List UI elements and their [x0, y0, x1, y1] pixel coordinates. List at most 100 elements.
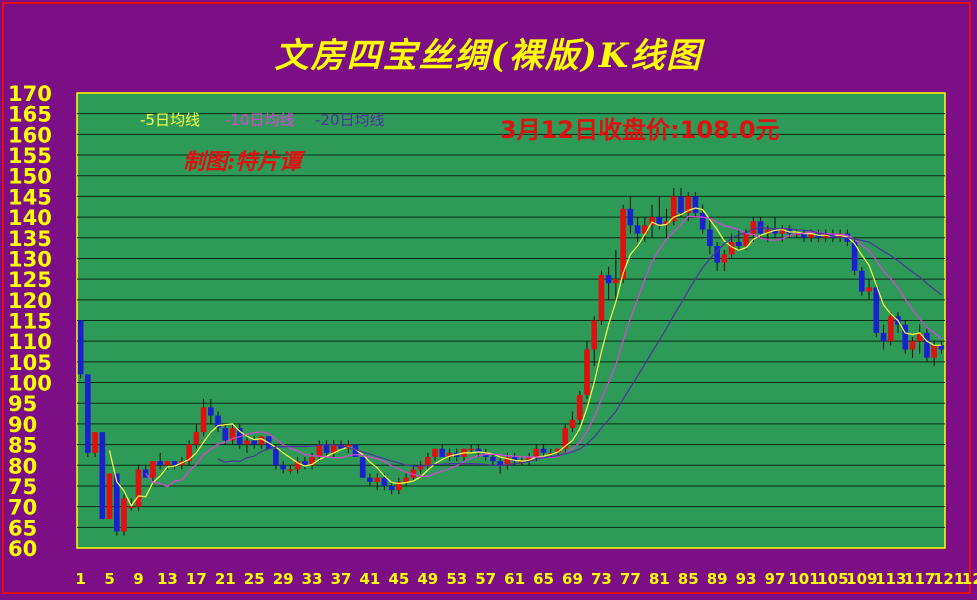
candle-body — [150, 461, 156, 478]
x-tick-label: 45 — [388, 570, 409, 588]
candle-body — [475, 448, 482, 453]
candle-body — [728, 241, 735, 255]
candle-body — [367, 477, 373, 482]
candle-body — [598, 275, 605, 321]
candle-body — [323, 444, 330, 453]
candle-body — [699, 212, 706, 230]
y-tick-label: 75 — [8, 475, 37, 499]
candle-body — [519, 461, 525, 463]
y-tick-label: 150 — [8, 165, 52, 189]
y-tick-label: 85 — [8, 434, 37, 458]
y-tick-label: 90 — [8, 413, 37, 437]
candle-body — [627, 208, 634, 226]
candle-body — [113, 473, 120, 532]
candle-body — [424, 457, 431, 466]
candle-body — [439, 448, 446, 457]
candle-body — [707, 229, 713, 247]
candle-body — [432, 448, 438, 457]
candle-body — [381, 477, 388, 486]
candle-body — [92, 432, 98, 453]
candle-body — [135, 469, 142, 507]
candle-body — [764, 229, 771, 234]
y-tick-label: 170 — [8, 82, 52, 106]
candle-body — [504, 457, 511, 466]
candle-body — [772, 229, 778, 234]
candle-body — [641, 225, 648, 234]
candle-body — [613, 279, 619, 284]
candle-body — [222, 428, 229, 441]
x-tick-label: 93 — [736, 570, 757, 588]
candle-body — [736, 241, 742, 247]
x-tick-label: 109 — [846, 570, 877, 588]
x-tick-label: 25 — [244, 570, 265, 588]
candle-body — [171, 461, 178, 466]
candle-body — [186, 444, 192, 462]
candle-body — [157, 461, 164, 466]
x-tick-label: 125 — [962, 570, 977, 588]
candle-body — [555, 448, 561, 453]
candle-body — [258, 436, 265, 445]
candle-body — [403, 477, 409, 482]
y-tick-label: 125 — [8, 268, 52, 292]
legend-ma5: -5日均线 — [140, 111, 200, 129]
candle-body — [678, 196, 684, 213]
candle-body — [417, 465, 424, 470]
candle-body — [490, 457, 496, 462]
candle-body — [880, 332, 887, 342]
candle-body — [121, 498, 127, 532]
x-tick-label: 69 — [562, 570, 583, 588]
candle-body — [692, 196, 699, 213]
x-tick-label: 57 — [475, 570, 496, 588]
candle-body — [280, 465, 286, 470]
candle-body — [584, 349, 590, 395]
candle-body — [468, 448, 475, 451]
candle-body — [670, 196, 677, 222]
candle-body — [576, 394, 583, 420]
x-tick-label: 73 — [591, 570, 612, 588]
x-tick-label: 117 — [904, 570, 935, 588]
candle-body — [750, 221, 757, 234]
moving-averages — [108, 207, 942, 507]
candle-body — [793, 233, 800, 236]
candle-body — [634, 225, 641, 234]
y-tick-label: 105 — [8, 351, 52, 375]
candle-body — [193, 432, 200, 445]
candle-body — [808, 233, 815, 238]
y-tick-label: 80 — [8, 454, 37, 478]
candle-body — [562, 428, 569, 449]
candle-body — [801, 233, 807, 238]
candle-body — [685, 196, 692, 213]
candle-body — [244, 440, 250, 445]
candle-body — [330, 444, 337, 453]
y-tick-label: 155 — [8, 144, 52, 168]
y-tick-label: 60 — [8, 537, 37, 561]
candle-body — [207, 407, 214, 416]
candle-body — [309, 457, 315, 466]
candle-body — [99, 432, 106, 520]
y-tick-label: 145 — [8, 185, 52, 209]
candle-body — [649, 217, 655, 226]
candle-body — [887, 316, 894, 342]
candle-body — [916, 332, 923, 342]
candle-body — [620, 208, 626, 280]
candle-body — [164, 461, 171, 466]
candle-body — [446, 452, 453, 457]
x-axis: 1 5 9 13 17 21 25 29 33 37 41 45 49 53 57 61 65 69 73 77 81 8… — [75, 570, 977, 588]
x-tick-label: 53 — [446, 570, 467, 588]
x-tick-label: 5 — [104, 570, 114, 588]
candle-body — [294, 461, 301, 470]
x-tick-label: 97 — [765, 570, 786, 588]
candle-body — [251, 440, 258, 445]
x-tick-label: 33 — [302, 570, 323, 588]
candle-body — [410, 469, 417, 478]
candle-body — [200, 407, 207, 433]
y-tick-label: 95 — [8, 392, 37, 416]
candle-body — [497, 461, 503, 466]
candle-body — [106, 473, 113, 520]
candle-body — [743, 233, 749, 247]
candle-body — [374, 477, 381, 482]
x-tick-label: 9 — [133, 570, 143, 588]
candle-body — [779, 229, 786, 234]
candle-body — [273, 448, 279, 466]
